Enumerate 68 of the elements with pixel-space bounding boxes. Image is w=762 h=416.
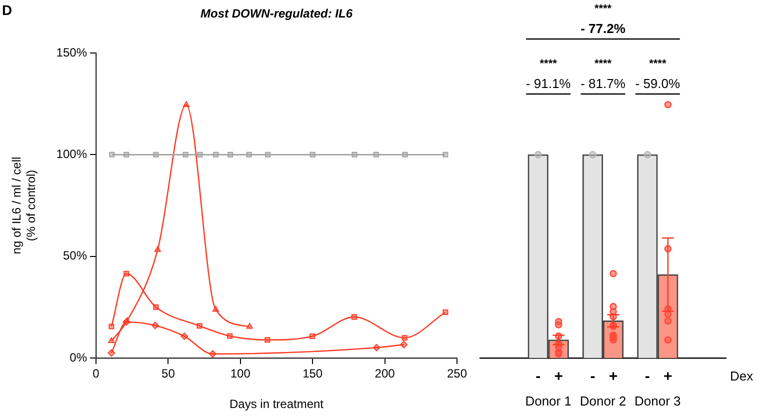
y-tick-label: 50% xyxy=(62,248,88,263)
x-tick-label: 0 xyxy=(92,366,100,381)
point xyxy=(400,340,408,348)
point xyxy=(246,322,253,329)
point xyxy=(442,152,448,158)
series-label: + xyxy=(554,368,564,386)
point xyxy=(109,152,115,158)
x-tick-label: Donor 3 xyxy=(634,393,681,408)
text: - 77.2% xyxy=(580,21,626,36)
chart-title: Most DOWN-regulated: IL6 xyxy=(200,6,353,20)
point xyxy=(352,152,358,158)
point xyxy=(108,324,114,330)
point xyxy=(310,333,316,340)
point xyxy=(182,152,188,158)
y-tick-label: 150% xyxy=(56,45,88,60)
text: + xyxy=(664,368,672,386)
point xyxy=(182,101,190,107)
point xyxy=(124,152,130,158)
point xyxy=(124,317,130,324)
point xyxy=(373,152,379,158)
point xyxy=(197,152,203,158)
point xyxy=(212,306,219,312)
x-tick-label: 150 xyxy=(302,366,323,381)
text: - xyxy=(644,368,650,386)
point xyxy=(108,337,115,344)
x-tick-label: 100 xyxy=(230,366,251,381)
x-axis-title: Days in treatment xyxy=(229,397,324,412)
point xyxy=(442,309,448,316)
point xyxy=(153,304,159,310)
point xyxy=(264,337,270,343)
text: **** xyxy=(594,3,612,15)
point xyxy=(154,246,161,252)
y-axis-title: ng of IL6 / ml / cell (% of control) xyxy=(10,156,38,254)
point xyxy=(265,152,271,158)
point xyxy=(246,152,252,158)
annotation: **** xyxy=(540,58,558,70)
text: D xyxy=(2,2,12,18)
point xyxy=(208,350,216,358)
point xyxy=(227,333,233,339)
annotation: - 81.7% xyxy=(580,76,626,91)
point xyxy=(153,152,159,158)
text: - xyxy=(590,368,596,386)
text: + xyxy=(608,368,618,386)
series-label: - xyxy=(536,368,541,386)
legend-title: Dex xyxy=(730,368,754,384)
x-tick-label: 200 xyxy=(374,366,396,381)
point xyxy=(372,344,380,352)
point xyxy=(180,332,188,340)
point xyxy=(108,349,116,357)
point xyxy=(152,322,159,330)
point xyxy=(402,152,408,158)
point xyxy=(351,314,357,320)
x-tick-label: Donor 2 xyxy=(580,393,626,408)
point xyxy=(402,335,408,341)
y-tick-label: 0% xyxy=(70,350,88,364)
point xyxy=(213,152,219,158)
point xyxy=(310,152,316,158)
x-tick-label: 250 xyxy=(446,366,468,381)
point xyxy=(228,152,234,158)
x-tick-label: Donor 1 xyxy=(525,393,572,408)
annotation: **** xyxy=(649,58,667,70)
annotation: - 91.1% xyxy=(526,76,572,91)
annotation: - 59.0% xyxy=(635,76,681,91)
point xyxy=(124,270,130,276)
annotation: **** xyxy=(594,58,612,70)
y-tick-label: 100% xyxy=(56,146,88,161)
point xyxy=(196,323,202,329)
x-tick-label: 50 xyxy=(162,366,176,381)
